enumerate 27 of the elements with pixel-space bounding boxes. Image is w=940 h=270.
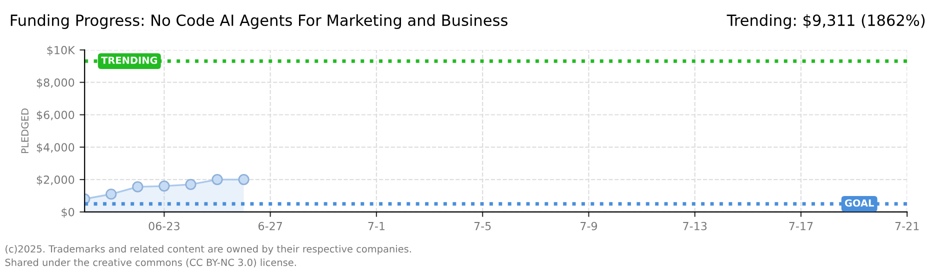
y-tick-label: $6,000 (36, 110, 74, 121)
point (106, 188, 117, 200)
ref-line-label: TRENDING (101, 56, 158, 64)
point (132, 181, 144, 192)
y-tick-label: $2,000 (36, 175, 74, 186)
y-tick-label: $0 (62, 208, 74, 218)
chart-subtitle: Trending: $9,311 (1862%) (726, 14, 925, 29)
y-tick-label: $10K (47, 46, 76, 56)
x-tick-label: 7-13 (683, 222, 707, 230)
point (238, 174, 250, 186)
chart-title: Funding Progress: No Code AI Agents For Marketing and Business (10, 14, 508, 29)
point (212, 174, 223, 186)
y-tick-label: $4,000 (36, 142, 74, 154)
ref-line-label: GOAL (844, 199, 874, 207)
x-tick-label: 6-27 (258, 222, 282, 230)
point (185, 178, 196, 190)
x-tick-label: 7-1 (368, 222, 385, 230)
y-tick-label: $8,000 (36, 78, 74, 88)
y-axis-title: PLEDGED (21, 108, 29, 154)
x-tick-label: 7-5 (474, 222, 491, 230)
point (158, 180, 170, 192)
x-tick-label: 7-17 (789, 222, 813, 230)
x-tick-label: 7-21 (895, 222, 919, 230)
x-tick-label: 7-9 (580, 222, 598, 230)
text: (c)2025. Trademarks and related content are owned by their respective companies. (6, 245, 411, 254)
text: Shared under the creative commons (CC BY-NC 3.0) license. (5, 258, 296, 268)
x-tick-label: 06-23 (148, 222, 180, 230)
